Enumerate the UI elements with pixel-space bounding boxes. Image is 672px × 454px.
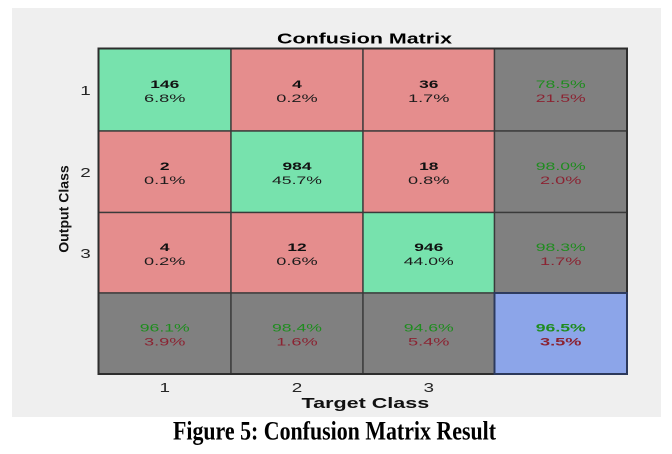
svg-text:0.2%: 0.2% xyxy=(144,256,186,268)
svg-text:946: 946 xyxy=(414,242,443,254)
svg-text:4: 4 xyxy=(160,242,171,254)
svg-text:3.5%: 3.5% xyxy=(540,337,582,349)
svg-text:21.5%: 21.5% xyxy=(536,93,586,105)
svg-text:Figure 5: Confusion Matrix Res: Figure 5: Confusion Matrix Result xyxy=(173,417,496,446)
svg-text:18: 18 xyxy=(419,161,438,173)
svg-text:2: 2 xyxy=(160,161,170,173)
svg-text:12: 12 xyxy=(287,242,306,254)
svg-text:98.4%: 98.4% xyxy=(272,323,322,335)
svg-text:44.0%: 44.0% xyxy=(404,256,454,268)
svg-text:0.2%: 0.2% xyxy=(276,93,318,105)
svg-text:3.9%: 3.9% xyxy=(144,337,186,349)
svg-text:0.1%: 0.1% xyxy=(144,175,186,187)
svg-text:45.7%: 45.7% xyxy=(272,175,322,187)
svg-text:0.8%: 0.8% xyxy=(408,175,450,187)
svg-text:1.6%: 1.6% xyxy=(276,337,318,349)
svg-text:3: 3 xyxy=(80,247,91,261)
svg-text:2.0%: 2.0% xyxy=(540,175,582,187)
svg-text:96.1%: 96.1% xyxy=(140,323,190,335)
svg-text:3: 3 xyxy=(424,381,435,395)
svg-text:146: 146 xyxy=(150,79,179,91)
svg-text:Target Class: Target Class xyxy=(302,395,430,412)
svg-text:1.7%: 1.7% xyxy=(408,93,450,105)
svg-text:94.6%: 94.6% xyxy=(404,323,454,335)
svg-text:0.6%: 0.6% xyxy=(276,256,318,268)
svg-text:78.5%: 78.5% xyxy=(536,79,586,91)
svg-text:Output Class: Output Class xyxy=(56,165,72,253)
svg-text:96.5%: 96.5% xyxy=(536,323,586,335)
svg-text:4: 4 xyxy=(292,79,303,91)
svg-text:6.8%: 6.8% xyxy=(144,93,186,105)
svg-text:36: 36 xyxy=(419,79,438,91)
svg-text:2: 2 xyxy=(292,381,303,395)
svg-text:1.7%: 1.7% xyxy=(540,256,582,268)
svg-text:984: 984 xyxy=(283,161,313,173)
svg-text:98.0%: 98.0% xyxy=(536,161,586,173)
svg-text:2: 2 xyxy=(80,166,91,180)
svg-text:5.4%: 5.4% xyxy=(408,337,450,349)
svg-text:Confusion Matrix: Confusion Matrix xyxy=(277,30,453,47)
svg-text:98.3%: 98.3% xyxy=(536,242,586,254)
svg-text:1: 1 xyxy=(80,84,91,98)
svg-text:1: 1 xyxy=(160,381,171,395)
